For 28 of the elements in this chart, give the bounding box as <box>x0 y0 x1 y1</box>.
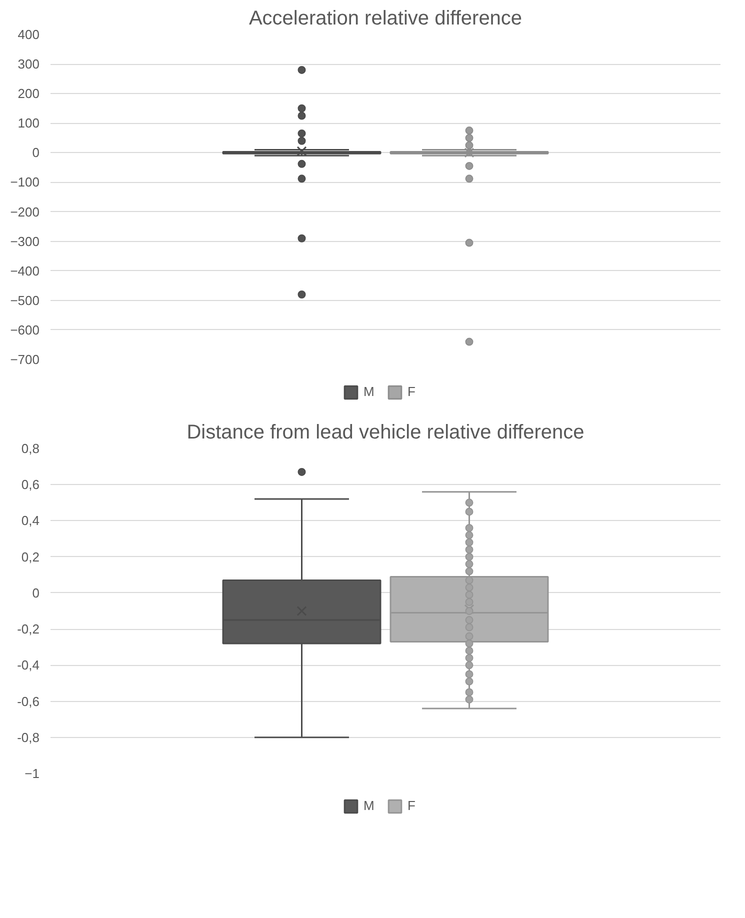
chart-title: Distance from lead vehicle relative difference <box>186 422 584 444</box>
y-tick-label: 400 <box>18 27 40 42</box>
y-tick-label: 0,8 <box>21 441 40 456</box>
y-tick-label: 200 <box>18 86 40 102</box>
y-tick-label: -0,2 <box>17 622 40 637</box>
y-tick-label: −300 <box>10 234 40 249</box>
y-tick-label: −700 <box>10 352 40 367</box>
y-tick-label: −600 <box>10 322 40 338</box>
legend-label: F <box>408 798 416 813</box>
y-tick-label: 0,6 <box>21 477 40 492</box>
y-tick-label: -0,6 <box>17 694 40 709</box>
y-tick-label: −200 <box>10 204 40 220</box>
y-tick-label: −400 <box>10 263 40 278</box>
y-tick-label: −1 <box>24 766 40 781</box>
legend-label: M <box>364 798 376 813</box>
y-tick-label: 0,4 <box>21 513 40 528</box>
chart-title: Acceleration relative difference <box>248 8 522 30</box>
y-tick-label: -0,8 <box>17 730 40 745</box>
y-tick-label: 0 <box>32 585 40 600</box>
y-tick-label: -0,4 <box>17 658 40 673</box>
y-tick-label: 300 <box>18 56 40 72</box>
y-tick-label: −500 <box>10 292 40 308</box>
y-tick-label: 0 <box>32 145 40 160</box>
legend-label: F <box>408 384 416 399</box>
y-tick-label: −100 <box>10 174 40 190</box>
y-tick-label: 0,2 <box>21 549 40 564</box>
y-tick-label: 100 <box>18 116 40 131</box>
legend-label: M <box>364 384 376 399</box>
